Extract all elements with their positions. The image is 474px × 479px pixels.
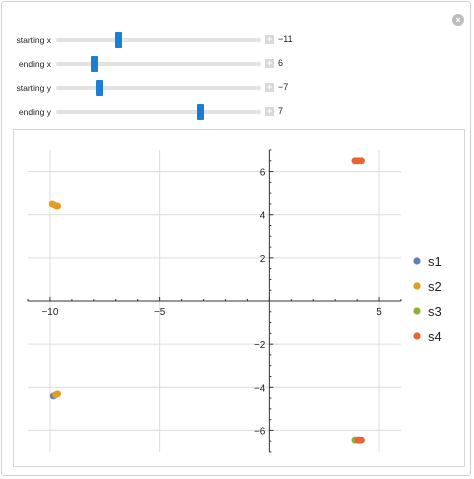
slider-track[interactable] — [56, 80, 261, 96]
legend-marker-s2 — [413, 282, 421, 290]
slider-thumb[interactable] — [115, 32, 123, 48]
y-tick-label: 2 — [260, 254, 266, 265]
slider-ending-y: ending y + 7 — [2, 104, 474, 120]
slider-track[interactable] — [56, 32, 261, 48]
y-tick-label: 4 — [260, 211, 266, 222]
y-tick-label: 6 — [260, 168, 266, 179]
data-point-s2 — [54, 202, 62, 210]
slider-label: starting x — [16, 35, 52, 45]
legend-marker-s3 — [413, 307, 421, 315]
legend-label-s2: s2 — [428, 279, 442, 294]
legend-marker-s4 — [413, 332, 421, 340]
x-tick-label: −10 — [41, 307, 58, 318]
slider-track[interactable] — [56, 104, 261, 120]
slider-starting-y: starting y + −7 — [2, 80, 474, 96]
slider-value: −7 — [278, 82, 289, 92]
data-point-s2 — [54, 390, 62, 398]
y-tick-label: −2 — [254, 340, 266, 351]
slider-starting-x: starting x + −11 — [2, 32, 474, 48]
expand-plus-icon[interactable]: + — [265, 58, 274, 68]
x-tick-label: −5 — [154, 307, 166, 318]
y-tick-label: −4 — [254, 383, 266, 394]
slider-thumb[interactable] — [95, 80, 103, 96]
data-point-s4 — [358, 436, 365, 444]
expand-plus-icon[interactable]: + — [265, 106, 274, 116]
close-icon[interactable]: × — [452, 14, 464, 26]
legend-label-s4: s4 — [428, 329, 442, 344]
slider-value: −11 — [278, 34, 293, 44]
slider-value: 7 — [278, 106, 284, 116]
slider-track[interactable] — [56, 56, 261, 72]
slider-ending-x: ending x + 6 — [2, 56, 474, 72]
y-tick-label: −6 — [254, 426, 266, 437]
scatter-chart: −10 −5 5 −6 −4 −2 2 4 6 s1 s2 s3 s4 — [27, 149, 442, 453]
slider-value: 6 — [278, 58, 284, 68]
legend-label-s1: s1 — [428, 254, 442, 269]
plot-frame: −10 −5 5 −6 −4 −2 2 4 6 s1 s2 s3 s4 — [13, 129, 465, 467]
slider-label: ending y — [18, 107, 51, 117]
x-tick-label: 5 — [376, 307, 382, 318]
legend-marker-s1 — [413, 257, 421, 265]
expand-plus-icon[interactable]: + — [265, 82, 274, 92]
expand-plus-icon[interactable]: + — [265, 34, 274, 44]
legend-label-s3: s3 — [428, 304, 442, 319]
slider-thumb[interactable] — [90, 56, 98, 72]
slider-thumb[interactable] — [197, 104, 205, 120]
slider-label: ending x — [18, 59, 51, 69]
data-point-s4 — [358, 157, 365, 165]
slider-label: starting y — [16, 83, 52, 93]
